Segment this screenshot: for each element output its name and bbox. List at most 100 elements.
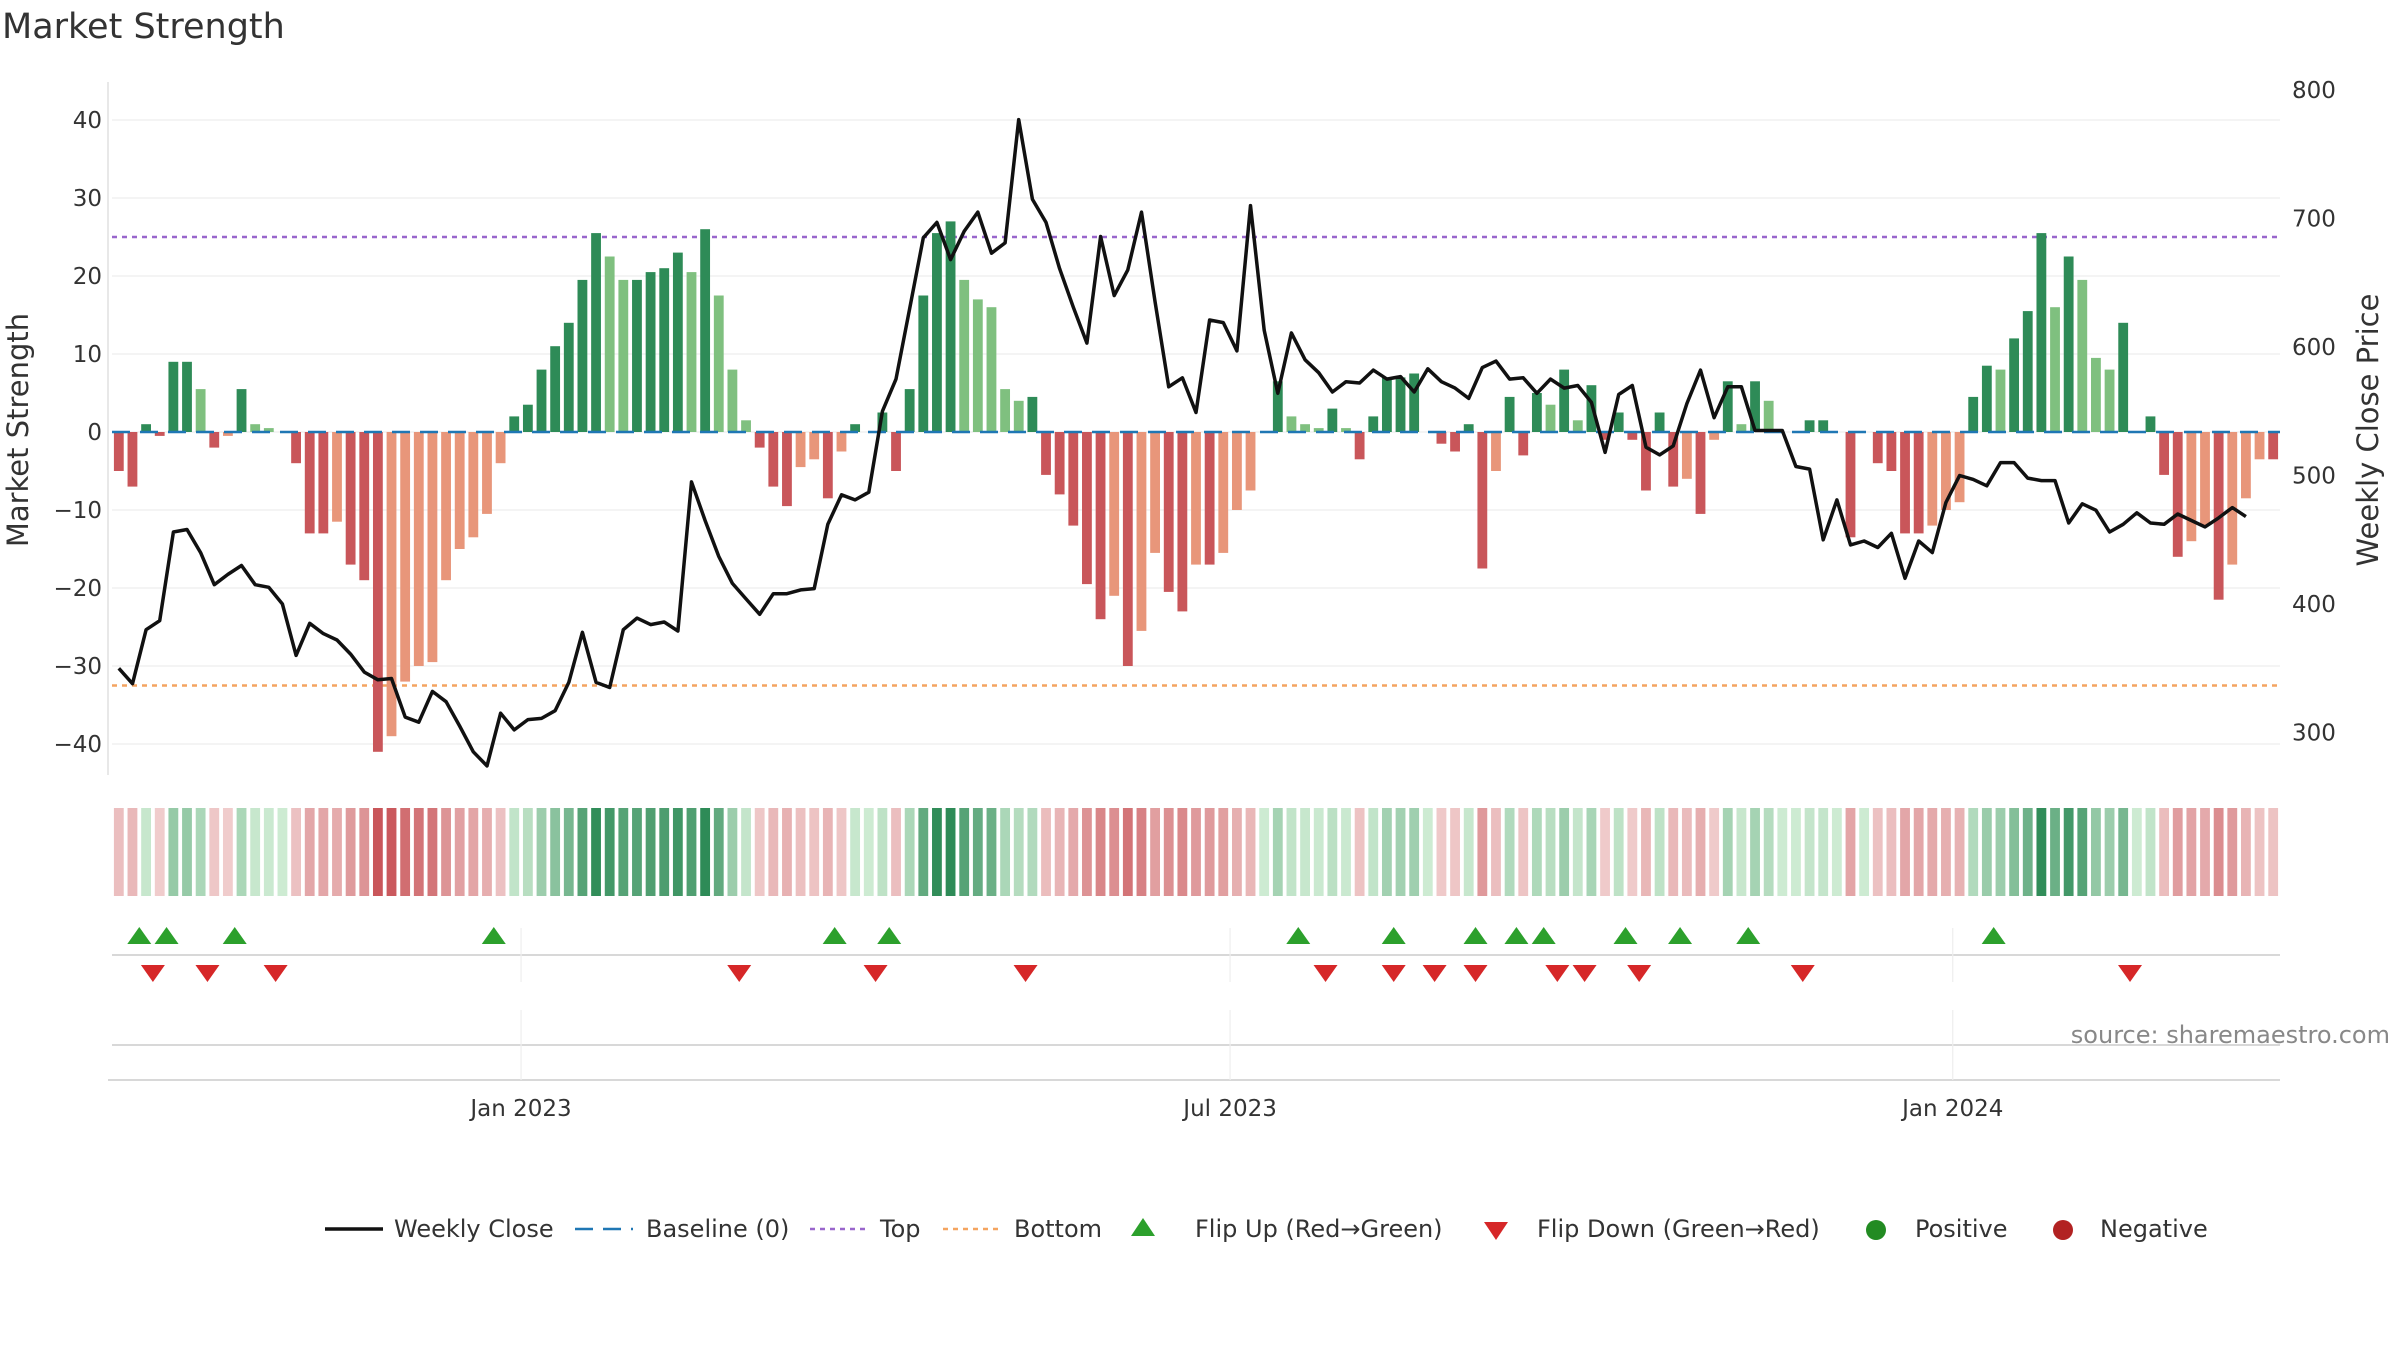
flip-down-marker	[1572, 965, 1597, 982]
strength-bar	[141, 424, 151, 432]
strength-bar	[1545, 404, 1556, 432]
strength-bar	[154, 432, 165, 436]
strength-bar	[1927, 432, 1938, 526]
right-axis-ticks: 800 700 600 500 400 300	[2292, 78, 2336, 747]
heat-cell	[1286, 808, 1297, 896]
legend: Weekly Close Baseline (0) Top Bottom Fli…	[325, 1215, 2208, 1243]
strength-bar	[2050, 307, 2060, 432]
heat-cell	[318, 808, 329, 896]
right-tick-label: 500	[2292, 464, 2336, 490]
strength-bar	[522, 404, 533, 432]
strength-bar	[182, 361, 192, 432]
heat-cell	[2213, 808, 2224, 896]
flip-down-marker	[195, 965, 220, 982]
strength-bar	[700, 229, 711, 432]
heat-cell	[1995, 808, 2006, 896]
strength-bar	[1163, 432, 1174, 592]
strength-bar	[2063, 256, 2074, 432]
heat-cell	[850, 808, 861, 896]
strength-bar	[768, 432, 779, 487]
heat-cell	[863, 808, 874, 896]
strength-bar	[1245, 432, 1256, 491]
heat-cell	[386, 808, 397, 896]
strength-bar	[686, 272, 697, 432]
flip-up-marker	[1463, 927, 1488, 944]
heat-cell	[754, 808, 765, 896]
heat-cell	[1872, 808, 1883, 896]
strength-bar	[1054, 432, 1065, 495]
heat-cell	[1395, 808, 1406, 896]
strength-bar	[1954, 432, 1965, 503]
threshold-lines	[112, 235, 2280, 687]
strength-bar	[1272, 381, 1283, 432]
heat-cell	[209, 808, 220, 896]
heat-cell	[1218, 808, 1229, 896]
heat-cell	[945, 808, 956, 896]
strength-bar	[2145, 416, 2156, 432]
heat-cell	[250, 808, 261, 896]
heat-cell	[182, 808, 192, 896]
heat-cell	[291, 808, 301, 896]
strength-bar	[2159, 432, 2170, 475]
heat-cell	[1327, 808, 1338, 896]
heat-cell	[1572, 808, 1583, 896]
strength-bar	[536, 369, 547, 432]
heat-cell	[2254, 808, 2265, 896]
heat-cell	[686, 808, 697, 896]
heat-cell	[1695, 808, 1706, 896]
heat-cell	[2159, 808, 2170, 896]
strength-bar	[1204, 432, 1215, 565]
heat-cell	[741, 808, 751, 896]
flip-down-marker	[1422, 965, 1447, 982]
strength-bar	[659, 268, 670, 432]
flip-down-marker	[2118, 965, 2143, 982]
heat-cell	[768, 808, 779, 896]
flip-down-marker	[140, 965, 165, 982]
strength-bar	[1068, 432, 1079, 526]
heat-cell	[195, 808, 206, 896]
strength-bar	[822, 432, 833, 499]
heat-cell	[1300, 808, 1310, 896]
strength-bar	[2118, 322, 2129, 432]
heat-cell	[563, 808, 574, 896]
flip-down-marker	[1013, 965, 1038, 982]
heat-cell	[1927, 808, 1938, 896]
strength-bar	[1041, 432, 1051, 475]
heat-cell	[345, 808, 356, 896]
strength-bar	[727, 369, 738, 432]
strength-bar	[2186, 432, 2197, 542]
strength-bar	[1750, 381, 1760, 432]
heat-cell	[1122, 808, 1133, 896]
heat-cell	[1968, 808, 1979, 896]
strength-bar	[2241, 432, 2251, 499]
heat-cell	[972, 808, 983, 896]
heat-cell	[1245, 808, 1256, 896]
strength-bar	[1136, 432, 1147, 631]
heat-cell	[1422, 808, 1433, 896]
heat-cell	[1613, 808, 1624, 896]
heat-cell	[236, 808, 247, 896]
flip-up-marker	[1504, 927, 1529, 944]
strength-bar	[986, 307, 997, 432]
strength-bar	[195, 389, 206, 432]
heat-cell	[1777, 808, 1788, 896]
strength-bar	[1477, 432, 1488, 569]
heat-cell	[2172, 808, 2183, 896]
strength-bar	[632, 279, 642, 432]
legend-flip-down-icon	[1484, 1222, 1508, 1240]
heat-cell	[2036, 808, 2047, 896]
heat-cell	[454, 808, 465, 896]
heat-cell	[1654, 808, 1665, 896]
source-label: source: sharemaestro.com	[2071, 1021, 2390, 1049]
flip-down-marker	[1790, 965, 1815, 982]
legend-positive-label: Positive	[1915, 1215, 2008, 1243]
strength-bar	[645, 272, 656, 432]
heat-cell	[2118, 808, 2129, 896]
strength-bar	[741, 420, 751, 432]
heat-cell	[1600, 808, 1610, 896]
heat-cell	[986, 808, 997, 896]
heat-cell	[1804, 808, 1815, 896]
strength-bar	[1218, 432, 1229, 553]
heat-cell	[2241, 808, 2251, 896]
strength-bar	[345, 432, 356, 565]
